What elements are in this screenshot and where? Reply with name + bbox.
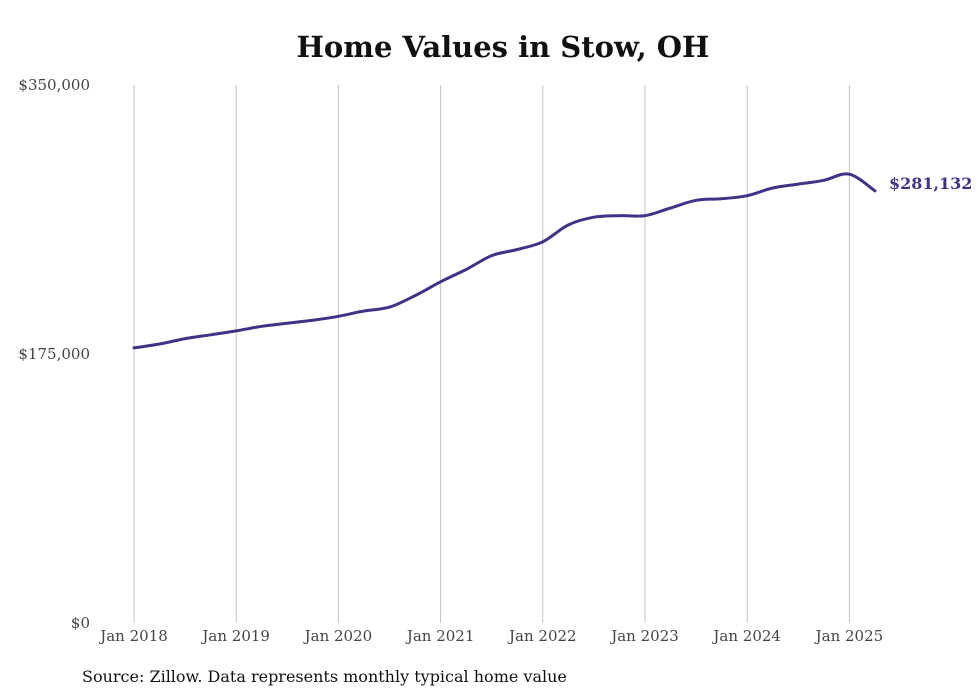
x-tick-label: Jan 2023	[609, 627, 679, 645]
chart-title: Home Values in Stow, OH	[296, 30, 710, 64]
home-value-line	[132, 172, 877, 350]
x-tick-label: Jan 2021	[405, 627, 475, 645]
vertical-gridlines	[133, 85, 850, 623]
y-tick-label: $350,000	[18, 76, 90, 94]
y-axis-tick-labels: $0 $175,000 $350,000	[18, 76, 90, 632]
y-tick-label: $175,000	[18, 345, 90, 363]
x-tick-label: Jan 2018	[98, 627, 168, 645]
latest-value-label: $281,132	[889, 174, 973, 193]
x-tick-label: Jan 2020	[303, 627, 373, 645]
x-tick-label: Jan 2024	[711, 627, 781, 645]
source-note: Source: Zillow. Data represents monthly …	[82, 667, 567, 686]
x-axis-tick-labels: Jan 2018 Jan 2019 Jan 2020 Jan 2021 Jan 2022…	[98, 627, 883, 645]
x-tick-label: Jan 2019	[200, 627, 270, 645]
x-tick-label: Jan 2025	[814, 627, 884, 645]
x-tick-label: Jan 2022	[507, 627, 577, 645]
y-tick-label: $0	[71, 614, 90, 632]
